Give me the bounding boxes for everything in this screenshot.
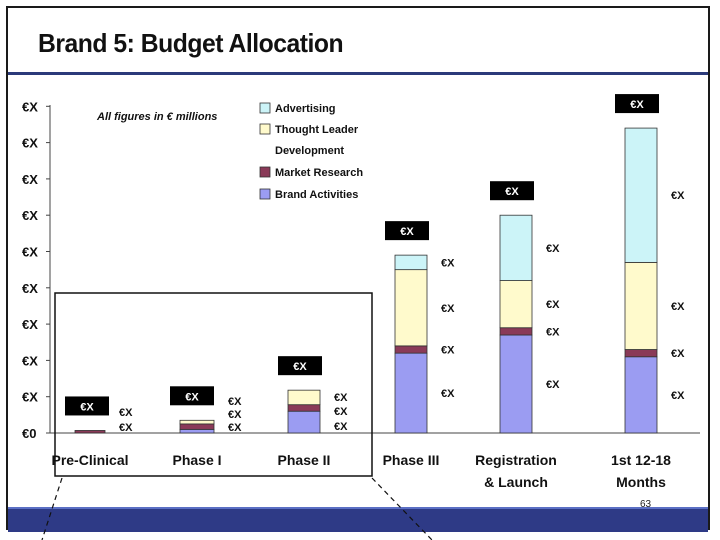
bar-segment-brand-activities [624, 356, 658, 434]
y-tick-label: €0 [22, 426, 36, 441]
y-tick-label: €X [22, 172, 38, 187]
highlight-box [54, 292, 373, 477]
bar-segment-market-research [287, 404, 321, 412]
segment-value-label: €X [441, 257, 455, 269]
y-tick-label: €X [22, 136, 38, 151]
bar-segment-market-research [624, 349, 658, 358]
legend-label: Market Research [275, 167, 363, 179]
x-category-label: & Launch [484, 474, 548, 490]
segment-value-label: €X [441, 388, 455, 400]
segment-value-label: €X [671, 190, 685, 202]
total-label-box [65, 396, 109, 416]
x-category-label: Phase I [172, 452, 221, 468]
bar-segment-brand-activities [499, 334, 533, 434]
x-category-label: Registration [475, 452, 557, 468]
bar-segment-advertising [394, 254, 428, 271]
bar-segment-brand-activities [394, 352, 428, 434]
bar-segment-advertising [624, 127, 658, 263]
total-label-box [170, 386, 214, 406]
x-category-label: 1st 12-18 [611, 452, 671, 468]
y-tick-label: €X [22, 317, 38, 332]
segment-value-label: €X [441, 303, 455, 315]
x-category-label: Phase III [383, 452, 440, 468]
segment-value-label: €X [546, 326, 560, 338]
slide-title: Brand 5: Budget Allocation [38, 28, 344, 58]
legend-label: Thought Leader [275, 124, 359, 136]
legend-swatch [259, 123, 271, 135]
bar-segment-market-research [179, 423, 215, 430]
bar-segment-market-research [74, 430, 106, 434]
bar-segment-advertising [499, 214, 533, 281]
segment-value-label: €X [119, 422, 133, 434]
segment-value-label: €X [228, 422, 242, 434]
segment-value-label: €X [334, 421, 348, 433]
bar-segment-brand-activities [287, 410, 321, 434]
segment-value-label: €X [334, 406, 348, 418]
segment-value-label: €X [119, 407, 133, 419]
y-tick-label: €X [22, 353, 38, 368]
y-tick-label: €X [22, 245, 38, 260]
legend-label: Development [275, 145, 344, 157]
segment-value-label: €X [334, 392, 348, 404]
legend-label: Advertising [275, 103, 336, 115]
segment-value-label: €X [671, 301, 685, 313]
legend-swatch [259, 166, 271, 178]
segment-value-label: €X [546, 299, 560, 311]
y-tick-label: €X [22, 390, 38, 405]
legend-label: Brand Activities [275, 189, 358, 201]
total-label-box [278, 356, 322, 376]
segment-value-label: €X [228, 396, 242, 408]
bar-segment-thought-leader-development [179, 419, 215, 425]
total-label: €X [400, 226, 414, 238]
total-label: €X [185, 391, 199, 403]
x-category-label: Phase II [278, 452, 331, 468]
total-label: €X [630, 99, 644, 111]
title-divider [8, 72, 708, 75]
bar-segment-thought-leader-development [394, 269, 428, 347]
legend-swatch [259, 188, 271, 200]
total-label-box [615, 94, 659, 114]
segment-value-label: €X [441, 345, 455, 357]
callout-line-left [41, 477, 63, 540]
bar-segment-market-research [499, 327, 533, 336]
legend-swatch [259, 102, 271, 114]
x-category-label: Pre-Clinical [51, 452, 128, 468]
total-label: €X [505, 186, 519, 198]
total-label: €X [80, 401, 94, 413]
segment-value-label: €X [546, 379, 560, 391]
callout-line-right [371, 477, 433, 540]
figures-note: All figures in € millions [96, 111, 217, 123]
page-number: 63 [640, 499, 652, 510]
y-tick-label: €X [22, 99, 38, 114]
y-tick-label: €X [22, 208, 38, 223]
bar-segment-thought-leader-development [499, 280, 533, 329]
bar-segment-brand-activities [179, 428, 215, 434]
segment-value-label: €X [546, 243, 560, 255]
total-label-box [385, 221, 429, 241]
bar-segment-market-research [394, 345, 428, 354]
y-tick-label: €X [22, 281, 38, 296]
segment-value-label: €X [671, 390, 685, 402]
bar-segment-thought-leader-development [624, 261, 658, 350]
x-category-label: Months [616, 474, 666, 490]
bar-segment-thought-leader-development [287, 389, 321, 406]
total-label-box [490, 181, 534, 201]
segment-value-label: €X [228, 409, 242, 421]
segment-value-label: €X [671, 348, 685, 360]
total-label: €X [293, 361, 307, 373]
footer-band [8, 507, 708, 532]
